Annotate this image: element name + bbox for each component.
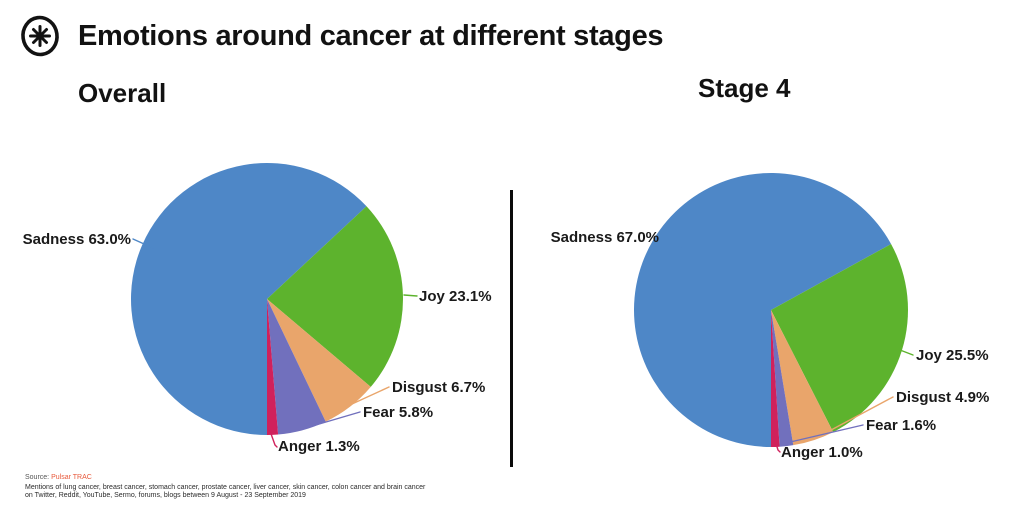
pie-label-joy: Joy 23.1% — [419, 288, 492, 305]
leader-line-disgust — [351, 386, 390, 405]
pie-slice-anger — [267, 299, 279, 436]
source-prefix: Source: — [25, 474, 52, 481]
pie-label-joy: Joy 25.5% — [916, 347, 989, 364]
leader-line-disgust — [817, 396, 894, 438]
source-line: Source: Pulsar TRAC — [25, 474, 425, 483]
pie-chart-overall — [130, 163, 418, 448]
leader-line-anger — [269, 430, 278, 448]
chart-title-overall: Overall — [78, 78, 167, 108]
pie-label-anger: Anger 1.0% — [781, 444, 863, 461]
pie-slice-disgust — [771, 310, 834, 446]
pie-label-disgust: Disgust 4.9% — [896, 389, 990, 406]
pie-label-fear: Fear 5.8% — [363, 404, 434, 421]
pie-label-sadness: Sadness 67.0% — [550, 229, 659, 246]
pie-slice-fear — [267, 299, 326, 435]
pie-slice-sadness — [130, 163, 367, 435]
leader-line-joy — [403, 294, 418, 297]
pie-label-fear: Fear 1.6% — [866, 417, 937, 434]
source-name: Pulsar TRAC — [51, 474, 92, 481]
chart-title-stage4: Stage 4 — [698, 73, 791, 103]
pie-slice-joy — [771, 244, 908, 433]
pie-label-disgust: Disgust 6.7% — [392, 379, 486, 396]
pie-slice-sadness — [633, 173, 892, 447]
leader-line-sadness — [660, 236, 682, 248]
page-title: Emotions around cancer at different stag… — [78, 20, 664, 52]
footer: Source: Pulsar TRAC Mentions of lung can… — [25, 474, 425, 501]
pie-slice-disgust — [267, 299, 371, 422]
pie-slice-fear — [771, 310, 794, 447]
pie-slice-joy — [267, 206, 403, 387]
leader-line-joy — [899, 349, 914, 356]
pie-label-sadness: Sadness 63.0% — [22, 231, 131, 248]
source-description-line1: Mentions of lung cancer, breast cancer, … — [25, 483, 426, 491]
pie-chart-stage4 — [633, 173, 914, 453]
pie-label-anger: Anger 1.3% — [278, 438, 360, 455]
leader-line-anger — [773, 436, 781, 453]
asterisk-circle-logo-icon — [21, 15, 59, 57]
leader-line-fear — [785, 424, 864, 444]
leader-line-sadness — [132, 238, 154, 249]
leader-line-fear — [308, 411, 361, 428]
pie-slice-anger — [771, 310, 780, 447]
vertical-divider — [510, 190, 513, 467]
source-description-line2: on Twitter, Reddit, YouTube, Sermo, foru… — [25, 492, 306, 499]
